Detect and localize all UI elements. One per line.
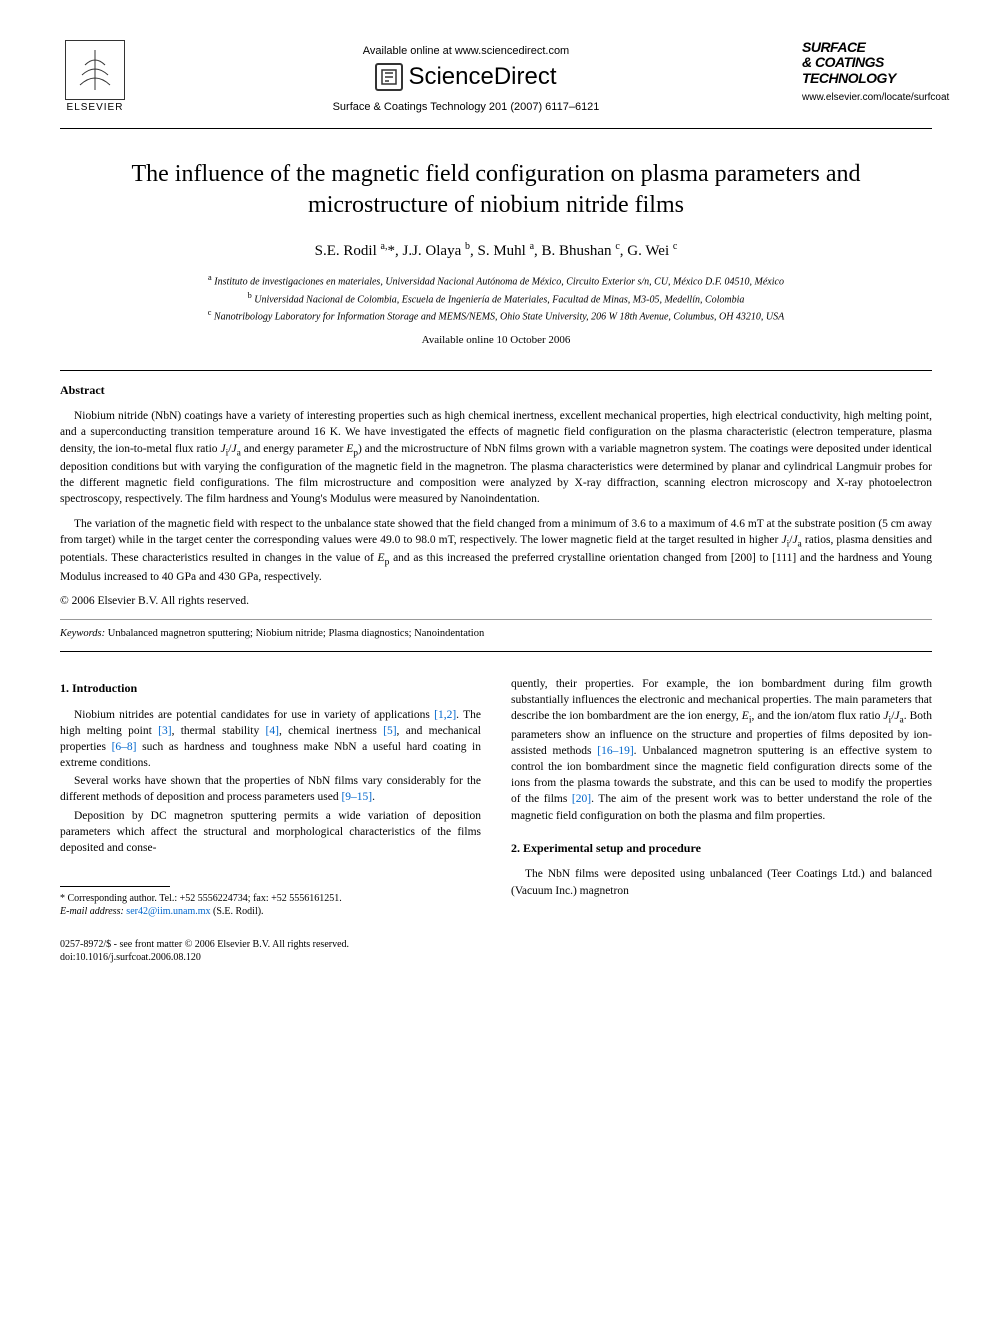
journal-logo: SURFACE & COATINGS TECHNOLOGY www.elsevi…: [802, 40, 932, 103]
footnote-email-line: E-mail address: ser42@iim.unam.mx (S.E. …: [60, 905, 481, 918]
journal-logo-line2: & COATINGS: [802, 55, 932, 70]
affiliation-b: b Universidad Nacional de Colombia, Escu…: [60, 290, 932, 307]
authors-list: S.E. Rodil a,*, J.J. Olaya b, S. Muhl a,…: [60, 241, 932, 260]
keywords-top-rule: [60, 619, 932, 620]
corresponding-footnote: * Corresponding author. Tel.: +52 555622…: [60, 892, 481, 918]
copyright: © 2006 Elsevier B.V. All rights reserved…: [60, 593, 932, 609]
article-title: The influence of the magnetic field conf…: [60, 159, 932, 221]
available-date: Available online 10 October 2006: [60, 334, 932, 346]
elsevier-tree-icon: [65, 40, 125, 100]
column-left: 1. Introduction Niobium nitrides are pot…: [60, 676, 481, 964]
footer: 0257-8972/$ - see front matter © 2006 El…: [60, 938, 481, 964]
section-1-p1: Niobium nitrides are potential candidate…: [60, 707, 481, 771]
abstract-p2: The variation of the magnetic field with…: [60, 516, 932, 586]
section-1-p3: Deposition by DC magnetron sputtering pe…: [60, 808, 481, 856]
center-header: Available online at www.sciencedirect.co…: [130, 40, 802, 113]
footnote-separator: [60, 886, 170, 887]
column-right: quently, their properties. For example, …: [511, 676, 932, 964]
sciencedirect-logo: ScienceDirect: [130, 63, 802, 91]
keywords: Keywords: Unbalanced magnetron sputterin…: [60, 628, 932, 639]
footer-issn: 0257-8972/$ - see front matter © 2006 El…: [60, 938, 481, 951]
abstract-body: Niobium nitride (NbN) coatings have a va…: [60, 408, 932, 609]
affiliation-c: c Nanotribology Laboratory for Informati…: [60, 307, 932, 324]
journal-logo-text: SURFACE & COATINGS TECHNOLOGY: [802, 40, 932, 86]
page-header: ELSEVIER Available online at www.science…: [60, 40, 932, 120]
abstract-heading: Abstract: [60, 383, 932, 398]
abstract-p1: Niobium nitride (NbN) coatings have a va…: [60, 408, 932, 507]
footnote-email-label: E-mail address:: [60, 906, 124, 917]
section-2-heading: 2. Experimental setup and procedure: [511, 840, 932, 857]
sciencedirect-icon: [375, 63, 403, 91]
keywords-label: Keywords:: [60, 628, 105, 639]
elsevier-label: ELSEVIER: [67, 102, 124, 113]
affiliation-a: a Instituto de investigaciones en materi…: [60, 272, 932, 289]
journal-logo-line1: SURFACE: [802, 40, 932, 55]
affiliations: a Instituto de investigaciones en materi…: [60, 272, 932, 324]
footer-doi: doi:10.1016/j.surfcoat.2006.08.120: [60, 951, 481, 964]
section-2-p1: The NbN films were deposited using unbal…: [511, 866, 932, 898]
sciencedirect-text: ScienceDirect: [408, 63, 556, 91]
footnote-email[interactable]: ser42@iim.unam.mx: [126, 906, 210, 917]
abstract-top-rule: [60, 370, 932, 371]
header-divider: [60, 128, 932, 129]
keywords-text: Unbalanced magnetron sputtering; Niobium…: [108, 628, 484, 639]
section-1-heading: 1. Introduction: [60, 680, 481, 697]
body-columns: 1. Introduction Niobium nitrides are pot…: [60, 676, 932, 964]
available-online-text: Available online at www.sciencedirect.co…: [130, 45, 802, 57]
journal-url: www.elsevier.com/locate/surfcoat: [802, 92, 932, 103]
footnote-email-author: (S.E. Rodil).: [213, 906, 264, 917]
journal-reference: Surface & Coatings Technology 201 (2007)…: [130, 101, 802, 113]
elsevier-logo: ELSEVIER: [60, 40, 130, 120]
footnote-corr: * Corresponding author. Tel.: +52 555622…: [60, 892, 481, 905]
col2-p1: quently, their properties. For example, …: [511, 676, 932, 823]
section-1-p2: Several works have shown that the proper…: [60, 773, 481, 805]
keywords-bottom-rule: [60, 651, 932, 652]
journal-logo-line3: TECHNOLOGY: [802, 71, 932, 86]
